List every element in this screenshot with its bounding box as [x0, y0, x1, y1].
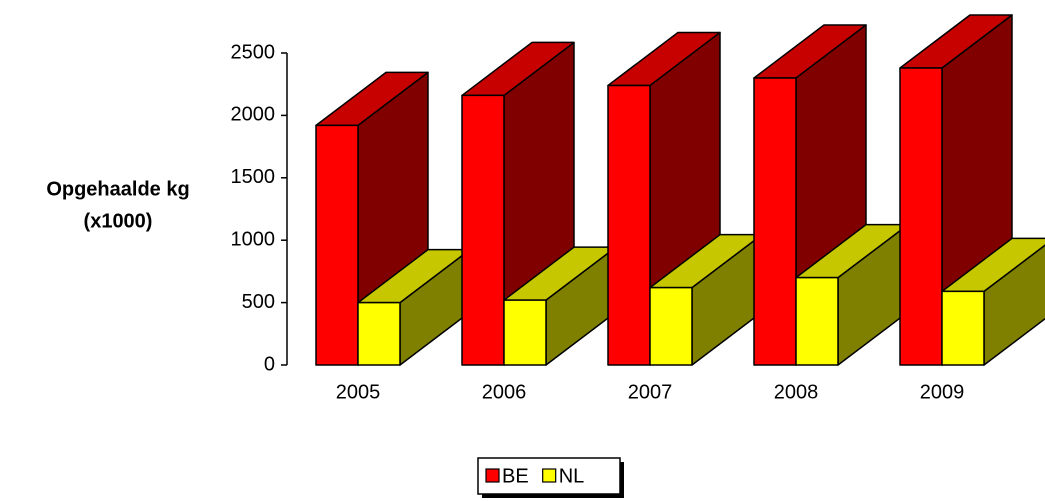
bar	[649, 233, 763, 366]
y-tick-label: 2000	[231, 104, 276, 126]
legend-label: BE	[502, 465, 529, 487]
x-tick-label: 2009	[920, 381, 965, 403]
y-axis-label: (x1000)	[84, 210, 153, 232]
y-tick-label: 0	[264, 353, 275, 375]
bar-front	[315, 124, 359, 366]
y-axis-label: Opgehaalde kg	[46, 178, 189, 200]
y-tick-label: 1000	[231, 228, 276, 250]
legend-swatch	[485, 468, 500, 483]
y-tick-label: 500	[242, 291, 275, 313]
y-tick-label: 2500	[231, 41, 276, 63]
bar-front	[503, 299, 547, 366]
bar	[795, 223, 909, 366]
bar	[941, 237, 1045, 366]
bar-front	[357, 301, 401, 366]
y-tick-label: 1500	[231, 166, 276, 188]
x-tick-label: 2006	[482, 381, 527, 403]
bar-front	[795, 276, 839, 366]
bar-front	[649, 286, 693, 366]
bar-front	[941, 290, 985, 366]
x-tick-label: 2007	[628, 381, 673, 403]
bar-front	[607, 84, 651, 366]
legend-label: NL	[559, 465, 585, 487]
bar-front	[753, 77, 797, 366]
x-tick-label: 2008	[774, 381, 819, 403]
bar-front	[461, 94, 505, 366]
legend-swatch	[542, 468, 557, 483]
x-tick-label: 2005	[336, 381, 381, 403]
bar-front	[899, 67, 943, 366]
bar	[503, 246, 617, 366]
